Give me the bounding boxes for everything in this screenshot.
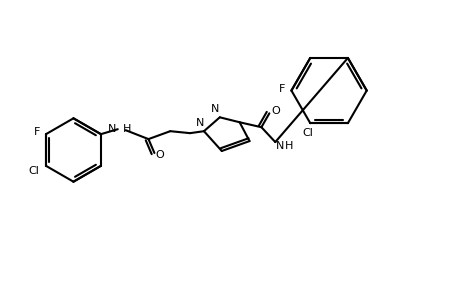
Text: Cl: Cl: [302, 128, 313, 138]
Text: O: O: [270, 106, 279, 116]
Text: N: N: [196, 118, 204, 128]
Text: N: N: [210, 104, 218, 114]
Text: F: F: [34, 127, 40, 137]
Text: N: N: [107, 124, 116, 134]
Text: F: F: [279, 84, 285, 94]
Text: H: H: [123, 124, 131, 134]
Text: Cl: Cl: [28, 166, 39, 176]
Text: H: H: [285, 141, 293, 151]
Text: N: N: [276, 141, 284, 151]
Text: O: O: [155, 150, 163, 160]
